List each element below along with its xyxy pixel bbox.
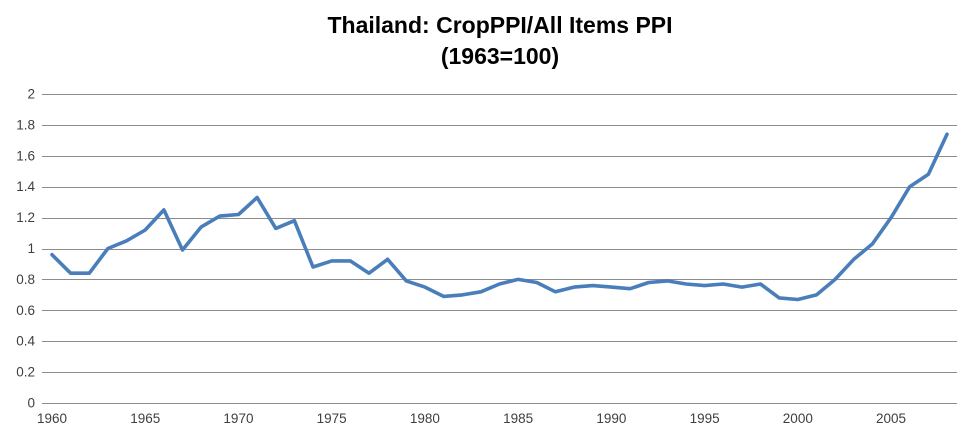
- y-axis-tick-label: 0.2: [16, 365, 35, 380]
- x-axis-tick-label: 1975: [317, 411, 347, 426]
- y-axis-tick-label: 1.2: [16, 210, 35, 225]
- y-axis-tick-label: 1.4: [16, 179, 35, 194]
- x-axis-tick-label: 2000: [783, 411, 813, 426]
- y-axis-tick-label: 0.4: [16, 334, 35, 349]
- gridline-group: [42, 94, 957, 404]
- x-axis-tick-label: 1965: [130, 411, 160, 426]
- chart-title-line1: Thailand: CropPPI/All Items PPI: [327, 12, 672, 38]
- x-axis-tick-labels: 1960 1965 1970 1975 1980 1985 1990 1995 2000 2005: [37, 411, 906, 426]
- y-axis-tick-label: 1.8: [16, 117, 35, 132]
- y-axis-tick-label: 1.6: [16, 148, 35, 163]
- x-axis-tick-label: 1970: [223, 411, 253, 426]
- y-axis-tick-label: 1: [27, 241, 35, 256]
- data-line-cropppi-ratio: [50, 132, 949, 302]
- y-axis-tick-label: 0.6: [16, 303, 35, 318]
- y-axis-tick-label: 2: [27, 87, 35, 102]
- y-axis-tick-label: 0: [27, 396, 35, 411]
- x-axis-tick-label: 1960: [37, 411, 67, 426]
- x-axis-tick-label: 1995: [690, 411, 720, 426]
- chart-title-line2: (1963=100): [441, 43, 559, 69]
- x-axis-tick-label: 2005: [876, 411, 906, 426]
- x-axis-tick-label: 1985: [503, 411, 533, 426]
- y-axis-tick-label: 0.8: [16, 272, 35, 287]
- x-axis-tick-label: 1990: [596, 411, 626, 426]
- y-axis-tick-labels: 0 0.2 0.4 0.6 0.8 1 1.2 1.4 1.6 1.8 2: [16, 87, 35, 411]
- x-axis-tick-label: 1980: [410, 411, 440, 426]
